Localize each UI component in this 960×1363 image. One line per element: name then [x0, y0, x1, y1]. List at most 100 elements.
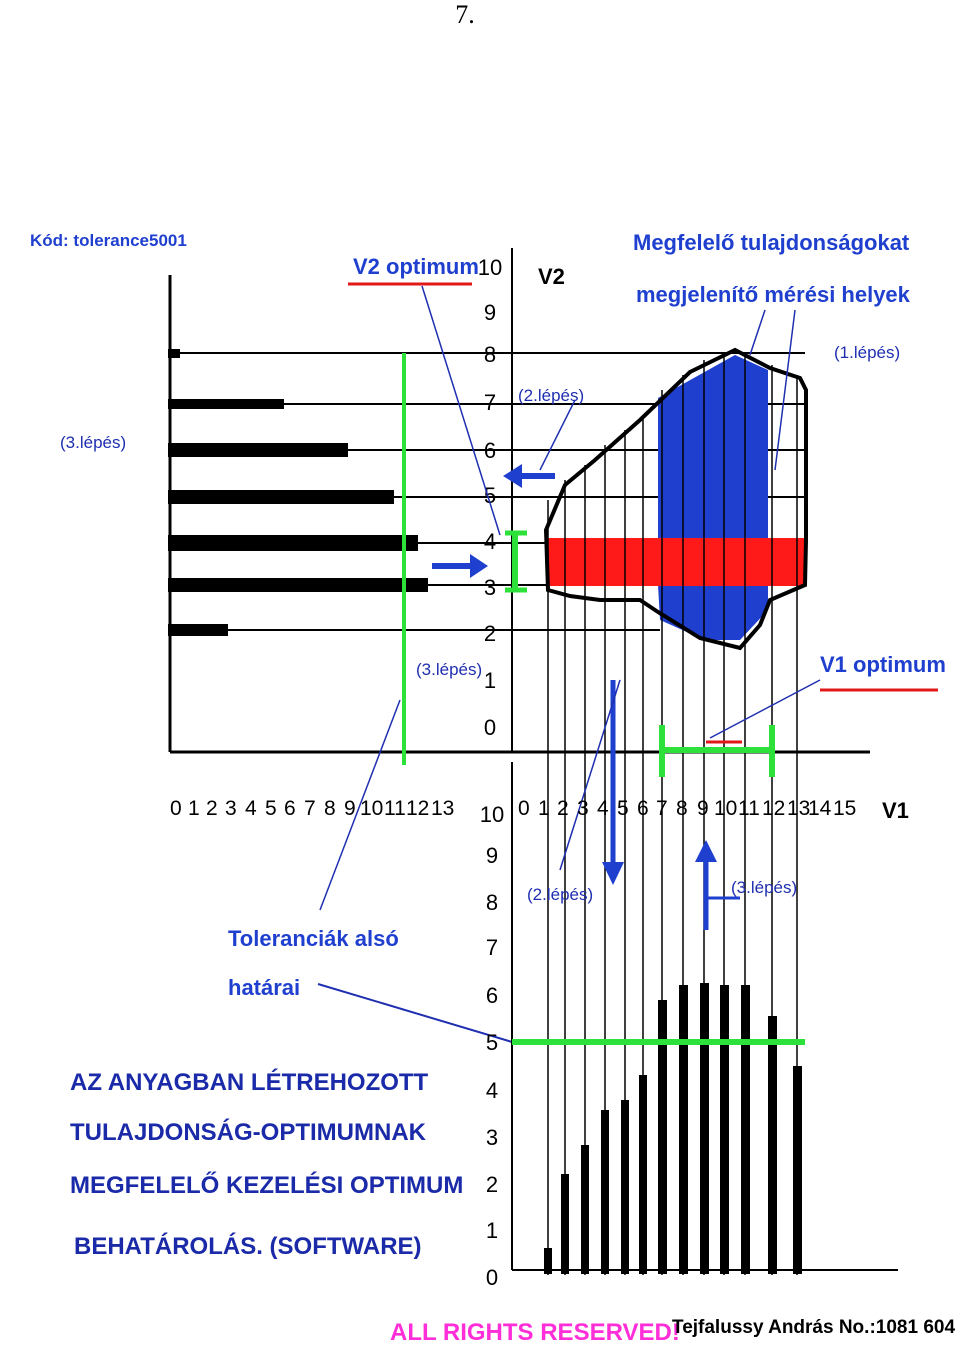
v2-label-5: 5 — [484, 483, 496, 508]
v2-label-2: 2 — [484, 621, 496, 646]
step3-left-label: (3.lépés) — [60, 433, 126, 452]
lower-label-3: 3 — [486, 1125, 498, 1150]
step1-label: (1.lépés) — [834, 343, 900, 362]
lower-label-9: 9 — [486, 843, 498, 868]
lower-label-7: 7 — [486, 935, 498, 960]
lower-label-8: 8 — [486, 890, 498, 915]
v1-x-5: 5 — [617, 797, 629, 820]
arrow-left-head — [503, 464, 522, 488]
lower-bar-1 — [544, 1248, 552, 1274]
measurement-region-outline — [543, 347, 808, 651]
left-x-2: 2 — [206, 797, 218, 820]
left-x-labels: 0 1 2 3 4 5 6 7 8 9 10 11 12 13 — [170, 797, 454, 820]
blue-arrows — [432, 464, 740, 930]
v2-label-9: 9 — [484, 300, 496, 325]
step2-lower-label: (2.lépés) — [527, 885, 593, 904]
tolerance-label-line2: határai — [228, 975, 300, 1000]
tolerance-pointer-lower — [317, 983, 513, 1043]
v1-x-1: 1 — [538, 797, 550, 820]
v2-label-1: 1 — [484, 668, 496, 693]
caption-line3: MEGFELELŐ KEZELÉSI OPTIMUM — [70, 1171, 463, 1199]
lower-bar-9 — [700, 983, 709, 1274]
left-x-6: 6 — [284, 797, 296, 820]
arrow-right-head — [470, 554, 488, 578]
page-number: 7. — [455, 0, 475, 29]
lower-bar-13 — [793, 1066, 802, 1274]
v1-optimum-label: V1 optimum — [820, 652, 946, 677]
tolerance-label-line1: Toleranciák alsó — [228, 926, 399, 951]
step3-lower-label: (3.lépés) — [731, 878, 797, 897]
v1-x-4: 4 — [597, 797, 609, 820]
v1-x-7: 7 — [656, 797, 668, 820]
step2-upper-label: (2.lépés) — [518, 386, 584, 405]
rights-notice: ALL RIGHTS RESERVED! — [390, 1319, 680, 1346]
v1-axis-title: V1 — [882, 798, 909, 823]
left-x-5: 5 — [265, 797, 277, 820]
arrow-down-head — [602, 862, 624, 885]
v2-label-0: 0 — [484, 715, 496, 740]
v1-x-9: 9 — [697, 797, 709, 820]
left-x-3: 3 — [225, 797, 237, 820]
v1-optimum-pointer — [709, 679, 821, 739]
lower-bar-5 — [621, 1100, 629, 1274]
v2-tolerance-marker — [505, 530, 527, 593]
v1-x-13: 13 — [787, 797, 810, 820]
step3-center-label: (3.lépés) — [416, 660, 482, 679]
lower-bar-8 — [679, 985, 688, 1274]
v2-label-10: 10 — [478, 255, 502, 280]
measurement-title-line2: megjelenítő mérési helyek — [636, 282, 911, 307]
v2-axis-title: V2 — [538, 264, 565, 289]
tolerance-pointer-upper — [319, 699, 401, 911]
author-note: Tejfalussy András No.:1081 604 (1981) — [672, 1317, 960, 1338]
measurement-title-line1: Megfelelő tulajdonságokat — [633, 230, 910, 255]
v2-label-8: 8 — [484, 342, 496, 367]
v1-x-15: 15 — [833, 797, 856, 820]
left-bar-2 — [168, 624, 228, 636]
arrow-up-head — [695, 840, 717, 862]
upper-v2-axis-labels: 10 9 8 7 6 5 4 3 2 1 0 — [478, 255, 502, 740]
lower-label-4: 4 — [486, 1078, 498, 1103]
v1-tolerance-marker — [659, 725, 775, 777]
lower-bar-4 — [601, 1110, 609, 1274]
left-x-10: 10 — [360, 797, 383, 820]
lower-axis-labels: 10 9 8 7 6 5 4 3 2 1 0 — [480, 802, 504, 1290]
lower-projection-bars — [544, 983, 802, 1274]
left-x-13: 13 — [431, 797, 454, 820]
left-x-4: 4 — [245, 797, 257, 820]
left-x-0: 0 — [170, 797, 182, 820]
left-x-12: 12 — [406, 797, 429, 820]
lower-bar-11 — [741, 985, 750, 1274]
blue-optimum-region — [658, 355, 768, 545]
lower-label-10: 10 — [480, 802, 504, 827]
lower-label-5: 5 — [486, 1030, 498, 1055]
lower-bar-7 — [658, 1000, 667, 1274]
left-bar-5 — [168, 490, 394, 504]
v1-x-14: 14 — [808, 797, 832, 820]
left-bar-8 — [168, 349, 180, 358]
lower-bar-2 — [561, 1174, 569, 1274]
v1-x-12: 12 — [762, 797, 785, 820]
measurement-pointer-1 — [749, 309, 766, 356]
lower-label-1: 1 — [486, 1218, 498, 1243]
v1-x-8: 8 — [676, 797, 688, 820]
v2-label-7: 7 — [484, 390, 496, 415]
measurement-pointer-2 — [774, 309, 796, 471]
pointer-lines — [317, 285, 821, 1043]
left-bar-6 — [168, 443, 348, 457]
left-x-7: 7 — [304, 797, 316, 820]
lower-label-6: 6 — [486, 983, 498, 1008]
step2-lower-pointer — [559, 679, 621, 871]
right-x-labels: 0 1 2 3 4 5 6 7 8 9 10 11 12 13 14 15 — [518, 797, 856, 820]
left-bar-3 — [168, 578, 428, 592]
v1-x-2: 2 — [557, 797, 569, 820]
code-label: Kód: tolerance5001 — [30, 231, 187, 250]
left-bar-7 — [168, 399, 284, 409]
v2-optimum-pointer — [421, 285, 501, 536]
step2-upper-pointer — [539, 399, 576, 471]
lower-bar-3 — [581, 1145, 589, 1274]
left-projection-bars — [168, 349, 428, 636]
v2-label-6: 6 — [484, 438, 496, 463]
left-x-11: 11 — [384, 797, 406, 820]
